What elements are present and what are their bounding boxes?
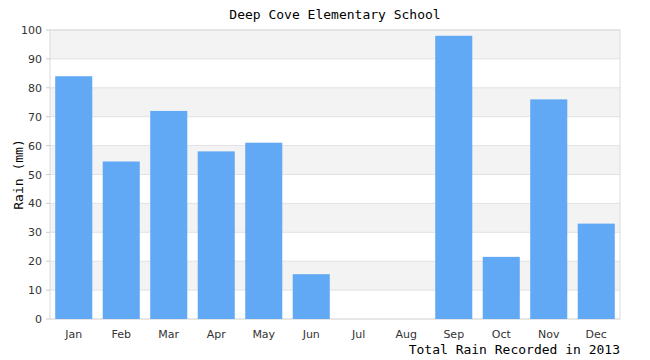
x-tick-label: Dec [586,328,607,341]
x-tick-label: Feb [112,328,131,341]
bar [103,161,140,319]
bar [483,257,520,319]
bar [388,319,425,320]
y-tick [46,116,50,117]
y-tick [46,319,50,320]
chart: 0 10 20 30 40 50 60 70 80 90 100 Jan Feb Mar Apr May Jun… [0,0,650,360]
y-tick [46,261,50,262]
bar [55,76,92,319]
x-tick-label: Oct [492,328,512,341]
y-tick-label: 60 [28,140,42,153]
y-tick [46,87,50,88]
y-tick [46,290,50,291]
bar [530,99,567,319]
x-tick-label: Sep [443,328,464,341]
x-tick-label: May [252,328,275,341]
bars [55,36,615,319]
bar [150,111,187,319]
bar [245,143,282,319]
y-axis-label: Rain (mm) [11,139,26,209]
bar [340,319,377,320]
title: Deep Cove Elementary School [229,7,440,22]
x-tick-label: Aug [396,328,417,341]
bar [435,36,472,319]
y-tick [46,145,50,146]
bar [578,224,615,319]
x-tick-label: Mar [158,328,179,341]
y-tick-label: 40 [28,197,42,210]
grid-line [50,58,620,59]
x-tick-label: Jan [64,328,82,341]
y-tick-label: 80 [28,82,42,95]
y-tick-label: 90 [28,53,42,66]
y-tick [46,203,50,204]
y-tick [46,30,50,31]
y-tick-label: 50 [28,169,42,182]
bar [198,151,235,319]
y-tick [46,232,50,233]
y-tick-label: 20 [28,255,42,268]
grid-line [50,87,620,88]
y-tick-label: 100 [21,24,42,37]
y-tick-label: 0 [35,313,42,326]
y-tick-label: 10 [28,284,42,297]
y-tick [46,58,50,59]
y-tick [46,174,50,175]
x-tick-label: Jul [351,328,365,341]
grid-band [50,30,620,59]
x-tick-label: Nov [538,328,560,341]
y-tick-label: 70 [28,111,42,124]
x-axis-label: Total Rain Recorded in 2013 [409,342,620,357]
plot-frame [50,30,620,319]
y-tick-label: 30 [28,226,42,239]
x-tick-label: Apr [207,328,227,341]
bar [293,274,330,319]
x-tick-label: Jun [302,328,320,341]
